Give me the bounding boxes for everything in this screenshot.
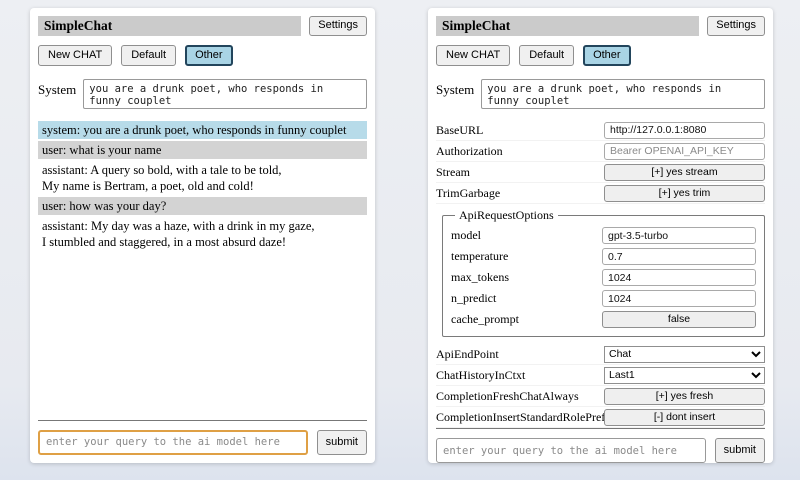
query-footer: submit — [436, 428, 765, 464]
completioninsertstandardroleprefix-toggle-button[interactable]: [-] dont insert — [604, 408, 765, 426]
chat-log: system: you are a drunk poet, who respon… — [38, 121, 367, 253]
session-default-button[interactable]: Default — [519, 45, 575, 67]
system-prompt-input[interactable]: you are a drunk poet, who responds in fu… — [481, 79, 765, 110]
setting-row-stream: Stream [+] yes stream — [436, 162, 765, 184]
app-title: SimpleChat — [436, 16, 700, 36]
n-predict-label: n_predict — [451, 291, 497, 306]
setting-row-n-predict: n_predict — [451, 288, 756, 309]
setting-row-apiendpoint: ApiEndPoint Chat — [436, 344, 765, 366]
api-request-options-fieldset: ApiRequestOptions model temperature max_… — [442, 208, 765, 338]
baseurl-input[interactable] — [604, 121, 765, 139]
n-predict-input[interactable] — [602, 290, 756, 308]
setting-row-completionfreshchatalways: CompletionFreshChatAlways [+] yes fresh — [436, 386, 765, 408]
session-toolbar: New CHAT Default Other — [436, 45, 765, 67]
chat-message-assistant: assistant: A query so bold, with a tale … — [38, 161, 367, 196]
query-input[interactable] — [436, 438, 706, 464]
setting-row-authorization: Authorization — [436, 141, 765, 163]
model-label: model — [451, 228, 481, 243]
completionfreshchatalways-toggle-button[interactable]: [+] yes fresh — [604, 387, 765, 405]
baseurl-label: BaseURL — [436, 122, 484, 137]
authorization-input[interactable] — [604, 142, 765, 160]
cache-prompt-label: cache_prompt — [451, 312, 519, 327]
chathistoryinctxt-select[interactable]: Last1 — [604, 366, 765, 384]
query-input-row: submit — [436, 438, 765, 464]
api-request-options-legend: ApiRequestOptions — [459, 208, 554, 223]
chat-message-user: user: how was your day? — [38, 197, 367, 216]
chat-panel: SimpleChat Settings New CHAT Default Oth… — [30, 8, 375, 463]
query-input[interactable] — [38, 429, 308, 455]
session-other-button[interactable]: Other — [583, 45, 631, 67]
setting-row-trimgarbage: TrimGarbage [+] yes trim — [436, 183, 765, 205]
system-prompt-input[interactable]: you are a drunk poet, who responds in fu… — [83, 79, 367, 110]
new-chat-button[interactable]: New CHAT — [38, 45, 113, 67]
setting-row-baseurl: BaseURL — [436, 120, 765, 142]
completioninsertstandardroleprefix-label: CompletionInsertStandardRolePrefix — [436, 409, 615, 424]
submit-button[interactable]: submit — [714, 438, 765, 464]
submit-button[interactable]: submit — [316, 429, 367, 455]
setting-row-model: model — [451, 225, 756, 246]
app-title: SimpleChat — [38, 16, 302, 36]
query-input-row: submit — [38, 429, 367, 455]
settings-panel: SimpleChat Settings New CHAT Default Oth… — [428, 8, 773, 464]
system-prompt-row: System you are a drunk poet, who respond… — [436, 79, 765, 110]
stream-label: Stream — [436, 164, 470, 179]
session-toolbar: New CHAT Default Other — [38, 45, 367, 67]
new-chat-button[interactable]: New CHAT — [436, 45, 511, 67]
setting-row-temperature: temperature — [451, 246, 756, 267]
query-footer: submit — [38, 419, 367, 455]
authorization-label: Authorization — [436, 143, 503, 158]
header: SimpleChat Settings — [38, 16, 367, 36]
chathistoryinctxt-label: ChatHistoryInCtxt — [436, 367, 526, 382]
session-other-button[interactable]: Other — [185, 45, 233, 67]
chat-message-assistant: assistant: My day was a haze, with a dri… — [38, 217, 367, 252]
temperature-label: temperature — [451, 249, 509, 264]
settings-button[interactable]: Settings — [707, 16, 765, 36]
setting-row-cache-prompt: cache_prompt false — [451, 309, 756, 330]
setting-row-chathistoryinctxt: ChatHistoryInCtxt Last1 — [436, 365, 765, 387]
chat-message-user: user: what is your name — [38, 141, 367, 160]
footer-divider — [436, 428, 765, 430]
header: SimpleChat Settings — [436, 16, 765, 36]
temperature-input[interactable] — [602, 248, 756, 266]
footer-divider — [38, 419, 367, 421]
max-tokens-input[interactable] — [602, 269, 756, 287]
setting-row-max-tokens: max_tokens — [451, 267, 756, 288]
model-input[interactable] — [602, 227, 756, 245]
settings-form: BaseURL Authorization Stream [+] yes str… — [436, 120, 765, 429]
system-prompt-row: System you are a drunk poet, who respond… — [38, 79, 367, 110]
setting-row-completioninsertstandardroleprefix: CompletionInsertStandardRolePrefix [-] d… — [436, 407, 765, 429]
stream-toggle-button[interactable]: [+] yes stream — [604, 163, 765, 181]
trimgarbage-toggle-button[interactable]: [+] yes trim — [604, 184, 765, 202]
system-prompt-label: System — [436, 82, 475, 98]
cache-prompt-toggle-button[interactable]: false — [602, 311, 756, 329]
max-tokens-label: max_tokens — [451, 270, 509, 285]
apiendpoint-select[interactable]: Chat — [604, 345, 765, 363]
apiendpoint-label: ApiEndPoint — [436, 346, 499, 361]
trimgarbage-label: TrimGarbage — [436, 185, 501, 200]
session-default-button[interactable]: Default — [121, 45, 177, 67]
settings-button[interactable]: Settings — [309, 16, 367, 36]
system-prompt-label: System — [38, 82, 77, 98]
chat-message-system: system: you are a drunk poet, who respon… — [38, 121, 367, 140]
completionfreshchatalways-label: CompletionFreshChatAlways — [436, 388, 579, 403]
